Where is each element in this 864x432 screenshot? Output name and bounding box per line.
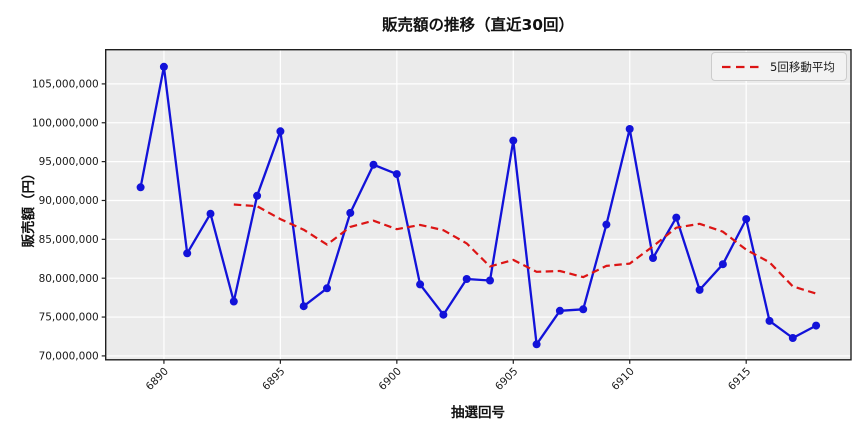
data-point-marker xyxy=(718,260,727,269)
chart-title: 販売額の推移（直近30回） xyxy=(381,16,575,34)
data-point-marker xyxy=(579,305,588,314)
data-point-marker xyxy=(672,213,681,222)
x-tick-label: 6905 xyxy=(493,365,520,392)
data-point-marker xyxy=(253,191,262,200)
data-point-marker xyxy=(369,160,378,169)
data-point-marker xyxy=(695,285,704,294)
x-tick-label: 6900 xyxy=(377,365,404,392)
legend-label: 5回移動平均 xyxy=(770,59,835,74)
plot-border xyxy=(104,49,852,361)
data-point-marker xyxy=(439,310,448,319)
y-tick-label: 95,000,000 xyxy=(39,156,99,168)
y-tick-label: 80,000,000 xyxy=(39,273,99,285)
data-point-marker xyxy=(136,183,145,192)
y-tick-label: 85,000,000 xyxy=(39,234,99,246)
data-point-marker xyxy=(159,62,168,71)
data-point-marker xyxy=(742,215,751,224)
data-point-marker xyxy=(206,209,215,218)
data-point-marker xyxy=(812,321,821,330)
data-point-marker xyxy=(602,220,611,229)
y-tick-label: 105,000,000 xyxy=(32,79,99,91)
data-point-marker xyxy=(555,306,564,315)
y-tick-label: 100,000,000 xyxy=(32,117,99,129)
data-point-marker xyxy=(625,125,634,133)
data-point-marker xyxy=(416,280,425,289)
y-tick-labels: 70,000,000 75,000,000 80,000,000 85,000,000… xyxy=(32,79,99,363)
data-point-marker xyxy=(509,136,518,145)
data-point-marker xyxy=(323,284,331,293)
data-point-marker xyxy=(229,297,238,306)
sales-line-series xyxy=(139,65,818,346)
data-point-marker xyxy=(765,316,774,325)
x-tick-label: 6910 xyxy=(609,365,636,392)
sales-markers xyxy=(136,62,821,349)
data-point-marker xyxy=(649,254,657,262)
moving-average-line xyxy=(233,203,817,295)
data-point-marker xyxy=(788,334,797,342)
data-point-marker xyxy=(532,340,541,349)
data-point-marker xyxy=(486,276,494,285)
data-point-marker xyxy=(462,275,471,283)
x-tick-labels: 6890 6895 6900 6905 6910 6915 xyxy=(144,365,754,392)
moving-average-legend-dash-icon xyxy=(722,65,760,68)
legend: 5回移動平均 xyxy=(711,52,847,81)
data-point-marker xyxy=(346,208,355,217)
data-point-marker xyxy=(299,302,308,311)
x-tick-label: 6890 xyxy=(144,365,171,392)
y-tick-label: 90,000,000 xyxy=(39,195,99,207)
grid-lines xyxy=(105,49,851,360)
plot-area xyxy=(105,49,851,360)
x-tick-label: 6915 xyxy=(726,365,753,392)
y-tick-label: 75,000,000 xyxy=(39,312,99,324)
x-axis-title: 抽選回号 xyxy=(451,405,505,421)
data-point-marker xyxy=(183,249,192,258)
x-tick-label: 6895 xyxy=(260,365,287,392)
data-point-marker xyxy=(392,170,401,179)
axis-ticks xyxy=(101,83,747,364)
data-point-marker xyxy=(276,127,285,136)
y-axis-title: 販売額（円） xyxy=(21,166,37,248)
y-tick-label: 70,000,000 xyxy=(39,351,99,363)
